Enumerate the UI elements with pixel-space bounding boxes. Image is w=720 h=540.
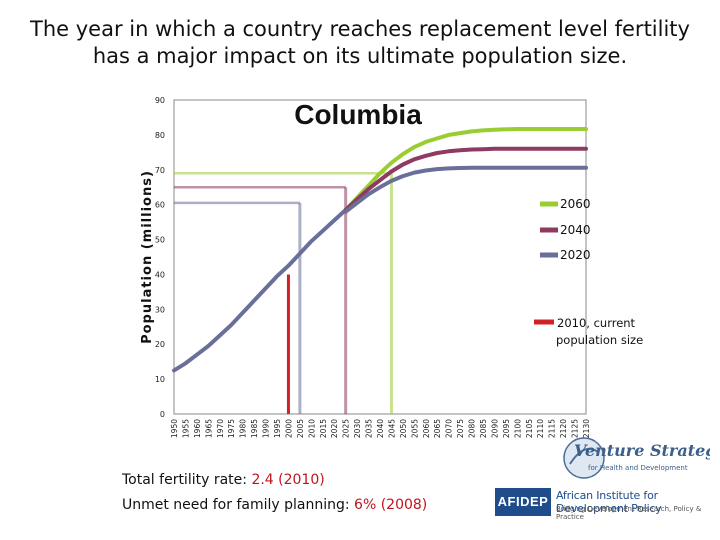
y-tick-label: 20 bbox=[155, 340, 165, 349]
x-tick-label: 2125 bbox=[571, 419, 580, 438]
y-axis-label: Population (millions) bbox=[140, 170, 155, 344]
slide-title: The year in which a country reaches repl… bbox=[0, 16, 720, 70]
x-tick-label: 2130 bbox=[582, 419, 591, 438]
legend-label: 2040 bbox=[560, 223, 591, 237]
legend-label: 2020 bbox=[560, 248, 591, 262]
venture-strategies-logo: Venture Strategies for Health and Develo… bbox=[563, 437, 710, 479]
afidep-logo: AFIDEP bbox=[495, 488, 551, 516]
x-tick-label: 2045 bbox=[387, 419, 396, 438]
x-tick-label: 1985 bbox=[250, 419, 259, 438]
afidep-tagline: Bridging Development Research, Policy & … bbox=[556, 505, 702, 521]
x-tick-label: 2105 bbox=[525, 419, 534, 438]
x-tick-label: 2115 bbox=[548, 419, 557, 438]
y-tick-label: 70 bbox=[155, 166, 165, 175]
x-tick-label: 2020 bbox=[330, 419, 339, 438]
venture-strategies-tagline: for Health and Development bbox=[588, 464, 688, 472]
x-tick-label: 1970 bbox=[216, 419, 225, 438]
x-tick-label: 2010 bbox=[307, 419, 316, 438]
y-tick-label: 60 bbox=[155, 201, 165, 210]
x-tick-label: 1980 bbox=[239, 419, 248, 438]
x-tick-label: 2025 bbox=[342, 419, 351, 438]
x-tick-label: 1955 bbox=[181, 419, 190, 438]
x-tick-label: 1950 bbox=[170, 419, 179, 438]
fertility-rate-label: Total fertility rate: bbox=[122, 472, 247, 488]
x-tick-label: 2080 bbox=[468, 419, 477, 438]
x-tick-label: 2085 bbox=[479, 419, 488, 438]
y-tick-label: 30 bbox=[155, 305, 165, 314]
x-tick-label: 1960 bbox=[193, 419, 202, 438]
unmet-need-label: Unmet need for family planning: bbox=[122, 497, 350, 513]
y-tick-label: 90 bbox=[155, 96, 165, 105]
x-tick-label: 2055 bbox=[410, 419, 419, 438]
venture-strategies-mark-icon bbox=[563, 437, 605, 479]
legend-label: 2060 bbox=[560, 197, 591, 211]
x-tick-label: 2075 bbox=[456, 419, 465, 438]
x-tick-label: 2090 bbox=[490, 419, 499, 438]
x-tick-label: 2060 bbox=[422, 419, 431, 438]
unmet-need-line: Unmet need for family planning: 6% (2008… bbox=[122, 497, 427, 513]
fertility-rate-line: Total fertility rate: 2.4 (2010) bbox=[122, 472, 325, 488]
x-tick-label: 2050 bbox=[399, 419, 408, 438]
series-line-2020 bbox=[343, 165, 588, 214]
fertility-rate-year: (2010) bbox=[278, 472, 325, 488]
legend-label: population size bbox=[556, 333, 643, 347]
venture-strategies-name: Venture Strategies bbox=[574, 441, 710, 460]
afidep-full-name: African Institute for Development Policy bbox=[556, 489, 662, 515]
x-tick-label: 2095 bbox=[502, 419, 511, 438]
x-tick-label: 2070 bbox=[445, 419, 454, 438]
x-tick-label: 2015 bbox=[319, 419, 328, 438]
x-tick-label: 2100 bbox=[513, 419, 522, 438]
x-tick-label: 2005 bbox=[296, 419, 305, 438]
plot-area bbox=[173, 99, 587, 415]
y-tick-label: 40 bbox=[155, 270, 165, 279]
fertility-rate-value: 2.4 bbox=[251, 472, 274, 488]
x-tick-label: 1990 bbox=[262, 419, 271, 438]
y-tick-label: 0 bbox=[160, 410, 165, 419]
x-tick-label: 2120 bbox=[559, 419, 568, 438]
y-tick-label: 80 bbox=[155, 131, 165, 140]
series-line-2060 bbox=[343, 127, 588, 212]
x-tick-label: 2110 bbox=[536, 419, 545, 438]
slide-title-line-1: The year in which a country reaches repl… bbox=[30, 17, 690, 41]
chart-title: Columbia bbox=[294, 99, 422, 130]
unmet-need-value: 6% bbox=[354, 497, 377, 513]
y-tick-label: 50 bbox=[155, 236, 165, 245]
x-tick-label: 2000 bbox=[284, 419, 293, 438]
series-line-history bbox=[172, 207, 348, 373]
x-tick-label: 2065 bbox=[433, 419, 442, 438]
x-tick-label: 1975 bbox=[227, 419, 236, 438]
y-tick-label: 10 bbox=[155, 375, 165, 384]
x-tick-label: 1995 bbox=[273, 419, 282, 438]
unmet-need-year: (2008) bbox=[380, 497, 428, 513]
x-tick-label: 2035 bbox=[365, 419, 374, 438]
venture-strategies-mark-path bbox=[569, 448, 599, 465]
x-tick-label: 2030 bbox=[353, 419, 362, 438]
slide-title-line-2: has a major impact on its ultimate popul… bbox=[92, 44, 628, 68]
x-tick-label: 2040 bbox=[376, 419, 385, 438]
x-tick-label: 1965 bbox=[204, 419, 213, 438]
series-line-2040 bbox=[343, 146, 588, 212]
legend-label: 2010, current bbox=[557, 316, 636, 330]
